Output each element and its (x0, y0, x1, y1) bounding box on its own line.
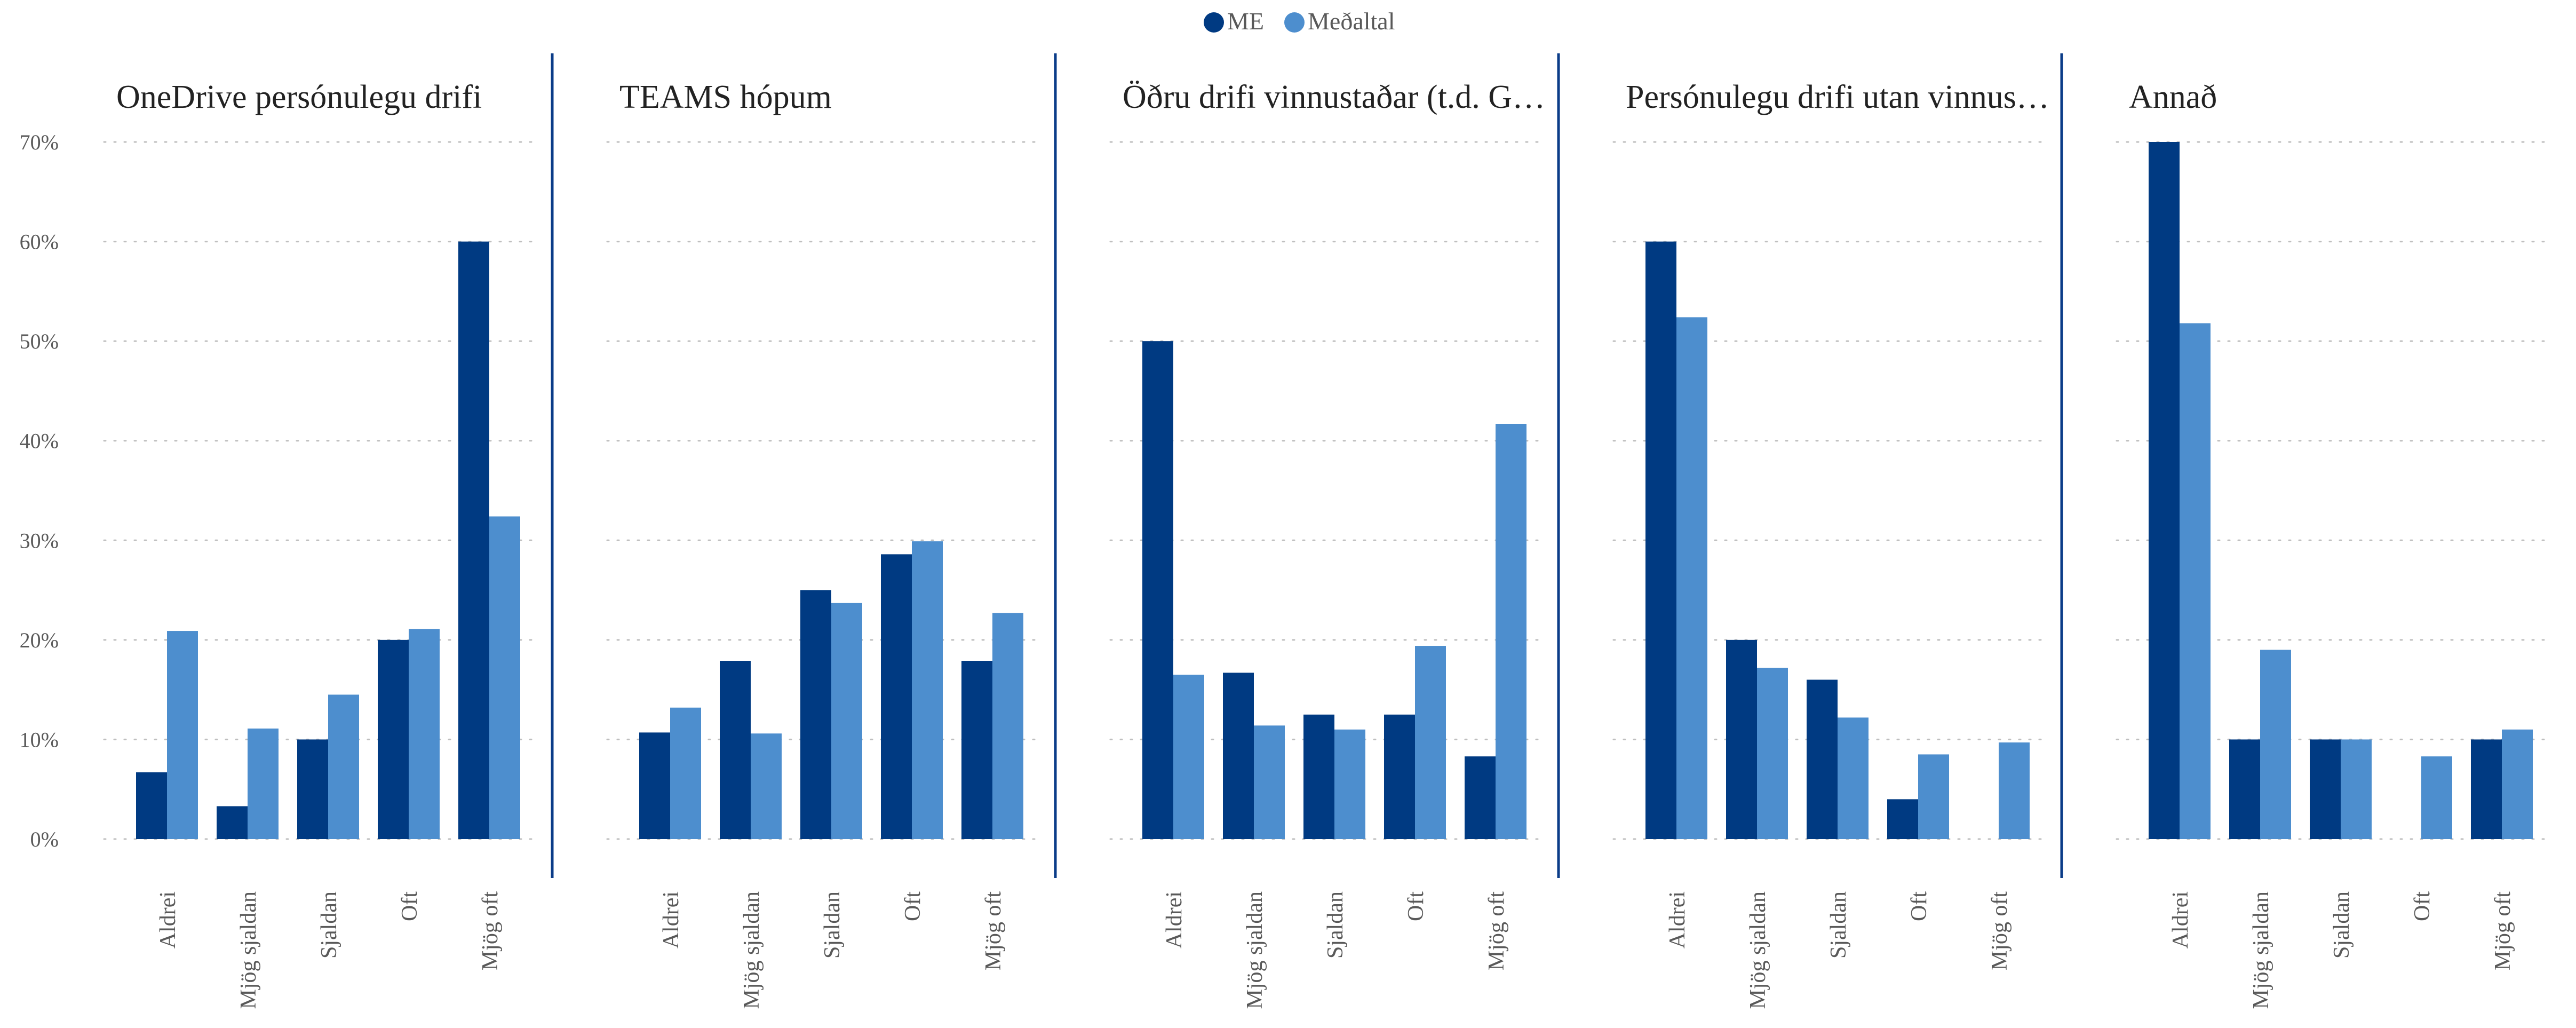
x-tick-label: Oft (1404, 891, 1428, 921)
bar-average[interactable] (1676, 317, 1707, 839)
x-tick-label: Mjög sjaldan (1746, 891, 1770, 1009)
bar-average[interactable] (409, 629, 440, 839)
y-tick-label: 50% (20, 329, 59, 353)
x-tick-label: Aldrei (1665, 891, 1690, 948)
legend-marker-me[interactable] (1204, 12, 1224, 33)
x-tick-label: Sjaldan (317, 891, 341, 959)
panel-title: Annað (2129, 79, 2217, 115)
panel-title: OneDrive persónulegu drifi (116, 79, 482, 115)
x-tick-label: Mjög sjaldan (236, 891, 261, 1009)
bar-me[interactable] (1384, 714, 1415, 839)
bar-me[interactable] (1887, 799, 1918, 839)
bar-average[interactable] (751, 733, 782, 839)
bar-average[interactable] (1838, 717, 1869, 839)
bar-me[interactable] (2471, 739, 2502, 839)
x-tick-label: Aldrei (156, 891, 180, 948)
x-tick-label: Mjög sjaldan (1243, 891, 1267, 1009)
x-tick-label: Oft (2410, 891, 2435, 921)
x-tick-label: Sjaldan (820, 891, 845, 959)
x-tick-label: Mjög oft (2491, 891, 2515, 971)
bar-me[interactable] (217, 806, 248, 839)
bar-average[interactable] (1496, 423, 1526, 839)
x-tick-label: Mjög oft (1987, 891, 2012, 971)
bar-average[interactable] (1918, 754, 1949, 839)
x-tick-label: Mjög oft (981, 891, 1006, 971)
bar-me[interactable] (136, 772, 167, 839)
panel-title: Öðru drifi vinnustaðar (t.d. G… (1123, 79, 1545, 115)
y-tick-label: 30% (20, 528, 59, 552)
x-tick-label: Sjaldan (1826, 891, 1851, 959)
x-tick-label: Aldrei (659, 891, 683, 948)
bar-average[interactable] (1415, 646, 1446, 839)
bar-me[interactable] (720, 661, 751, 839)
legend-label-average[interactable]: Meðaltal (1308, 7, 1395, 35)
y-tick-label: 0% (30, 827, 59, 851)
panel-title: Persónulegu drifi utan vinnus… (1626, 79, 2049, 115)
bar-average[interactable] (167, 631, 198, 839)
x-tick-label: Mjög oft (1484, 891, 1509, 971)
bar-me[interactable] (1142, 341, 1173, 839)
x-tick-label: Mjög sjaldan (2249, 891, 2273, 1009)
y-tick-label: 40% (20, 429, 59, 453)
bar-average[interactable] (992, 613, 1023, 839)
bar-average[interactable] (1999, 742, 2030, 839)
bar-average[interactable] (1173, 675, 1204, 839)
y-tick-label: 20% (20, 628, 59, 652)
bar-me[interactable] (378, 639, 409, 839)
bar-me[interactable] (1303, 714, 1334, 839)
x-tick-label: Oft (397, 891, 422, 921)
bar-average[interactable] (248, 728, 279, 839)
y-tick-label: 10% (20, 727, 59, 752)
bar-me[interactable] (961, 661, 992, 839)
bar-average[interactable] (670, 707, 701, 839)
bar-me[interactable] (2229, 739, 2260, 839)
bar-average[interactable] (1254, 725, 1285, 839)
x-tick-label: Aldrei (2168, 891, 2193, 948)
bar-me[interactable] (1645, 241, 1676, 840)
bar-me[interactable] (1223, 673, 1254, 839)
y-tick-label: 60% (20, 230, 59, 254)
bar-average[interactable] (1334, 729, 1365, 839)
bar-average[interactable] (2502, 729, 2533, 839)
bar-average[interactable] (489, 516, 520, 839)
bar-average[interactable] (2180, 323, 2211, 839)
bar-average[interactable] (2341, 739, 2372, 839)
bar-me[interactable] (1726, 639, 1757, 839)
x-tick-label: Sjaldan (2329, 891, 2354, 959)
bar-me[interactable] (2149, 142, 2180, 839)
legend-label-me[interactable]: ME (1227, 7, 1264, 35)
x-tick-label: Sjaldan (1323, 891, 1348, 959)
y-tick-label: 70% (20, 130, 59, 154)
x-tick-label: Oft (1907, 891, 1931, 921)
bar-average[interactable] (2421, 756, 2452, 839)
bar-me[interactable] (1807, 679, 1838, 839)
bar-me[interactable] (639, 732, 670, 839)
panel-title: TEAMS hópum (619, 79, 832, 115)
x-tick-label: Mjög oft (478, 891, 503, 971)
bar-me[interactable] (297, 739, 328, 839)
bar-me[interactable] (1465, 756, 1496, 839)
bar-average[interactable] (831, 603, 862, 839)
legend-marker-average[interactable] (1284, 12, 1305, 33)
bar-average[interactable] (912, 541, 943, 839)
x-tick-label: Oft (901, 891, 925, 921)
bar-me[interactable] (800, 590, 831, 839)
x-tick-label: Mjög sjaldan (740, 891, 764, 1009)
bar-average[interactable] (2260, 650, 2291, 839)
bar-me[interactable] (2310, 739, 2341, 839)
bar-average[interactable] (328, 694, 359, 839)
x-tick-label: Aldrei (1162, 891, 1187, 948)
bar-average[interactable] (1757, 668, 1788, 839)
bar-me[interactable] (881, 554, 912, 839)
bar-me[interactable] (458, 241, 489, 840)
